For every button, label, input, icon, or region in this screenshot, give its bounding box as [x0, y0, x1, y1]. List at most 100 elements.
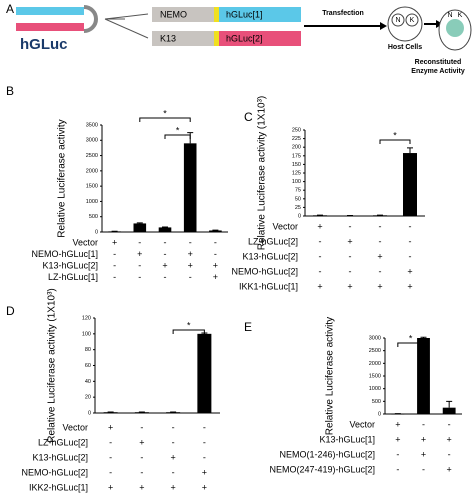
- significance-mark: *: [187, 320, 191, 330]
- condition-sign: +: [139, 482, 144, 492]
- condition-sign: -: [172, 437, 175, 447]
- condition-sign: -: [409, 221, 412, 231]
- condition-sign: +: [213, 260, 218, 270]
- condition-sign: +: [421, 434, 426, 444]
- condition-sign: -: [422, 419, 425, 429]
- y-axis-label: Relative Luciferase activity (1X10³): [47, 288, 58, 443]
- condition-sign: -: [319, 266, 322, 276]
- condition-sign: -: [172, 467, 175, 477]
- condition-sign: -: [409, 251, 412, 261]
- condition-sign: -: [164, 249, 167, 259]
- y-tick-label: 500: [89, 214, 98, 220]
- y-tick-label: 20: [85, 395, 91, 401]
- condition-sign: -: [319, 236, 322, 246]
- y-tick-label: 1500: [86, 184, 98, 190]
- y-axis-label: Relative Luciferase activity (1X10³): [257, 96, 268, 251]
- condition-label: Vector: [72, 237, 98, 247]
- bar: [103, 412, 118, 414]
- partner-box: [152, 31, 214, 46]
- condition-sign: +: [447, 434, 452, 444]
- condition-sign: +: [188, 260, 193, 270]
- y-tick-label: 50: [295, 196, 301, 202]
- panel-label: E: [244, 320, 252, 334]
- condition-sign: +: [407, 281, 412, 291]
- condition-sign: -: [109, 467, 112, 477]
- linker: [214, 7, 219, 22]
- condition-sign: -: [138, 237, 141, 247]
- bar: [183, 143, 197, 232]
- condition-label: NEMO(247-419)-hGLuc[2]: [269, 464, 375, 474]
- significance-bracket: [379, 139, 411, 144]
- y-axis-label: Relative Luciferase activity: [57, 119, 68, 237]
- error-bar: [136, 222, 143, 224]
- condition-sign: +: [213, 272, 218, 282]
- significance-bracket: [172, 329, 205, 334]
- condition-label: K13-hGLuc[2]: [32, 452, 88, 462]
- condition-sign: -: [379, 221, 382, 231]
- bar: [403, 153, 417, 216]
- fragment-2: [16, 23, 84, 31]
- condition-sign: +: [170, 482, 175, 492]
- step-label: Transfection: [322, 10, 364, 17]
- condition-sign: +: [347, 236, 352, 246]
- condition-sign: +: [170, 452, 175, 462]
- y-tick-label: 120: [82, 315, 91, 321]
- panel-label: A: [6, 2, 14, 16]
- condition-sign: -: [109, 437, 112, 447]
- significance-mark: *: [163, 108, 167, 118]
- y-tick-label: 2500: [86, 153, 98, 159]
- y-tick-label: 150: [292, 162, 301, 168]
- condition-sign: -: [448, 419, 451, 429]
- condition-label: K13-hGLuc[2]: [42, 260, 98, 270]
- condition-sign: +: [202, 467, 207, 477]
- y-tick-label: 2000: [86, 168, 98, 174]
- condition-sign: -: [140, 422, 143, 432]
- linker: [214, 31, 219, 46]
- fragment-label: hGLuc[1]: [226, 9, 263, 19]
- y-tick-label: 2000: [369, 361, 381, 367]
- condition-sign: -: [396, 464, 399, 474]
- result-label: Reconstituted: [415, 59, 462, 66]
- fragment-label: hGLuc[2]: [226, 33, 263, 43]
- y-tick-label: 0: [95, 229, 98, 235]
- bar: [343, 215, 357, 217]
- condition-sign: -: [422, 464, 425, 474]
- condition-sign: -: [448, 449, 451, 459]
- condition-label: IKK1-hGLuc[1]: [239, 281, 298, 291]
- condition-sign: +: [137, 249, 142, 259]
- partner-label: NEMO: [160, 9, 187, 19]
- partner-label: K13: [160, 33, 176, 43]
- bar: [373, 215, 387, 217]
- condition-sign: +: [108, 422, 113, 432]
- bar: [391, 413, 405, 415]
- condition-label: LZ-hGLuc[2]: [38, 437, 88, 447]
- condition-label: Vector: [272, 221, 298, 231]
- panel-label: B: [6, 84, 14, 98]
- condition-sign: -: [138, 260, 141, 270]
- condition-sign: -: [379, 266, 382, 276]
- condition-sign: +: [407, 266, 412, 276]
- split-link: [83, 5, 98, 33]
- condition-sign: -: [138, 272, 141, 282]
- y-tick-label: 225: [292, 136, 301, 142]
- condition-sign: -: [203, 422, 206, 432]
- condition-sign: -: [396, 449, 399, 459]
- bar: [108, 231, 121, 233]
- condition-label: Vector: [62, 422, 88, 432]
- error-bar: [407, 147, 413, 154]
- condition-sign: -: [113, 260, 116, 270]
- y-tick-label: 200: [292, 145, 301, 151]
- y-tick-label: 3500: [86, 122, 98, 128]
- significance-mark: *: [393, 130, 397, 140]
- y-tick-label: 25: [295, 205, 301, 211]
- condition-sign: +: [108, 482, 113, 492]
- condition-sign: -: [189, 237, 192, 247]
- y-tick-label: 100: [292, 179, 301, 185]
- condition-sign: -: [203, 437, 206, 447]
- y-tick-label: 60: [85, 363, 91, 369]
- condition-sign: -: [349, 251, 352, 261]
- bar: [166, 412, 181, 414]
- y-tick-label: 1000: [369, 386, 381, 392]
- y-tick-label: 75: [295, 188, 301, 194]
